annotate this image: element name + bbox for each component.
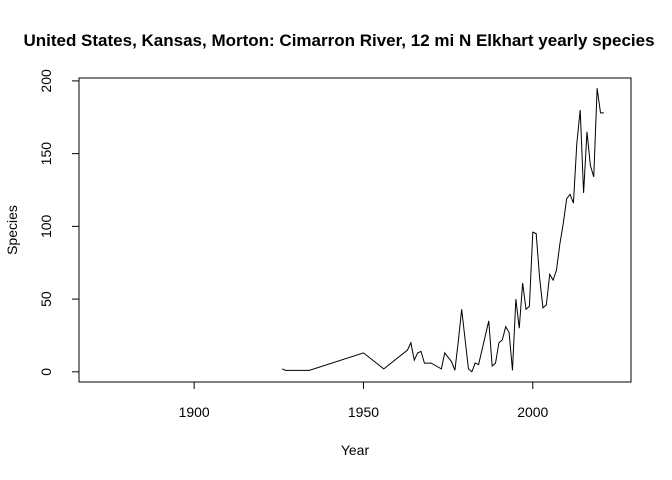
x-tick-label: 1950: [348, 404, 379, 420]
y-tick-label: 0: [38, 368, 54, 376]
x-tick-label: 2000: [517, 404, 548, 420]
y-tick-label: 200: [38, 69, 54, 93]
y-tick-label: 150: [38, 142, 54, 166]
plot-frame: [78, 77, 632, 383]
y-axis-title: Species: [4, 205, 20, 255]
y-axis: 0 50 100 150 200: [38, 69, 80, 376]
x-axis-title: Year: [341, 442, 370, 458]
x-axis: 1900 1950 2000: [179, 381, 549, 420]
series-line: [281, 88, 604, 373]
plot-area: [281, 88, 604, 373]
y-tick-label: 100: [38, 214, 54, 238]
chart-title: United States, Kansas, Morton: Cimarron …: [23, 31, 654, 50]
x-tick-label: 1900: [179, 404, 210, 420]
y-tick-label: 50: [38, 291, 54, 307]
